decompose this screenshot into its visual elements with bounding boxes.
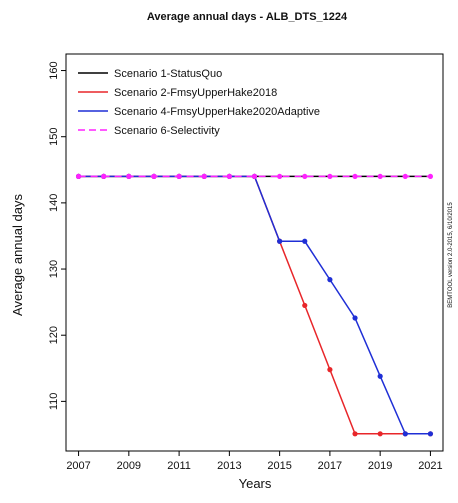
y-tick-label: 150	[48, 128, 60, 146]
data-point	[427, 431, 434, 437]
series-line	[78, 175, 431, 435]
x-tick-label: 2013	[217, 460, 241, 472]
data-point	[377, 173, 383, 180]
x-axis: 2007 2009 2011 2013 2015 2017 2019 2021	[66, 451, 443, 472]
y-tick-label: 140	[48, 194, 60, 212]
data-point	[101, 173, 107, 180]
data-point	[302, 238, 308, 244]
data-point	[251, 173, 258, 180]
x-axis-label: Years	[239, 476, 272, 491]
chart-title: Average annual days - ALB_DTS_1224	[147, 11, 348, 23]
series-4	[75, 173, 434, 180]
data-point	[302, 173, 308, 180]
data-point	[377, 431, 383, 437]
y-tick-label: 130	[48, 260, 60, 278]
data-point	[402, 431, 408, 437]
x-tick-label: 2017	[318, 460, 342, 472]
data-point	[201, 173, 207, 180]
data-point	[377, 373, 383, 379]
data-point	[427, 173, 434, 180]
data-point	[176, 173, 182, 180]
legend-label: Scenario 6-Selectivity	[114, 125, 220, 137]
series-2	[75, 173, 434, 437]
x-tick-label: 2019	[368, 460, 392, 472]
y-tick-label: 110	[48, 393, 60, 411]
x-tick-label: 2011	[167, 460, 191, 472]
data-point	[327, 173, 333, 180]
x-tick-label: 2015	[267, 460, 291, 472]
legend-label: Scenario 1-StatusQuo	[114, 68, 222, 80]
series-line	[78, 175, 431, 435]
series-3	[75, 173, 434, 437]
y-axis: 110 120 130 140 150 160	[48, 61, 66, 410]
data-point	[226, 173, 232, 180]
x-tick-label: 2007	[66, 460, 90, 472]
version-note: BEMTOOL version 2.0-2015, 6/10/2015	[448, 202, 454, 308]
data-point	[277, 238, 283, 244]
data-point	[75, 173, 82, 180]
data-point	[277, 173, 283, 180]
legend: Scenario 1-StatusQuo Scenario 2-FmsyUpper…	[78, 68, 320, 137]
data-point	[352, 431, 358, 437]
y-tick-label: 120	[48, 326, 60, 344]
legend-label: Scenario 4-FmsyUpperHake2020Adaptive	[114, 106, 320, 118]
legend-label: Scenario 2-FmsyUpperHake2018	[114, 87, 277, 99]
data-point	[352, 173, 358, 180]
series-layer	[75, 173, 434, 437]
data-point	[327, 277, 333, 283]
plot-frame	[65, 53, 444, 452]
data-point	[302, 302, 308, 309]
y-axis-label: Average annual days	[10, 194, 25, 316]
x-tick-label: 2021	[418, 460, 442, 472]
x-tick-label: 2009	[117, 460, 141, 472]
data-point	[126, 173, 132, 180]
data-point	[327, 367, 333, 373]
data-point	[402, 173, 408, 180]
y-tick-label: 160	[48, 61, 60, 79]
data-point	[352, 315, 358, 321]
data-point	[151, 173, 157, 180]
